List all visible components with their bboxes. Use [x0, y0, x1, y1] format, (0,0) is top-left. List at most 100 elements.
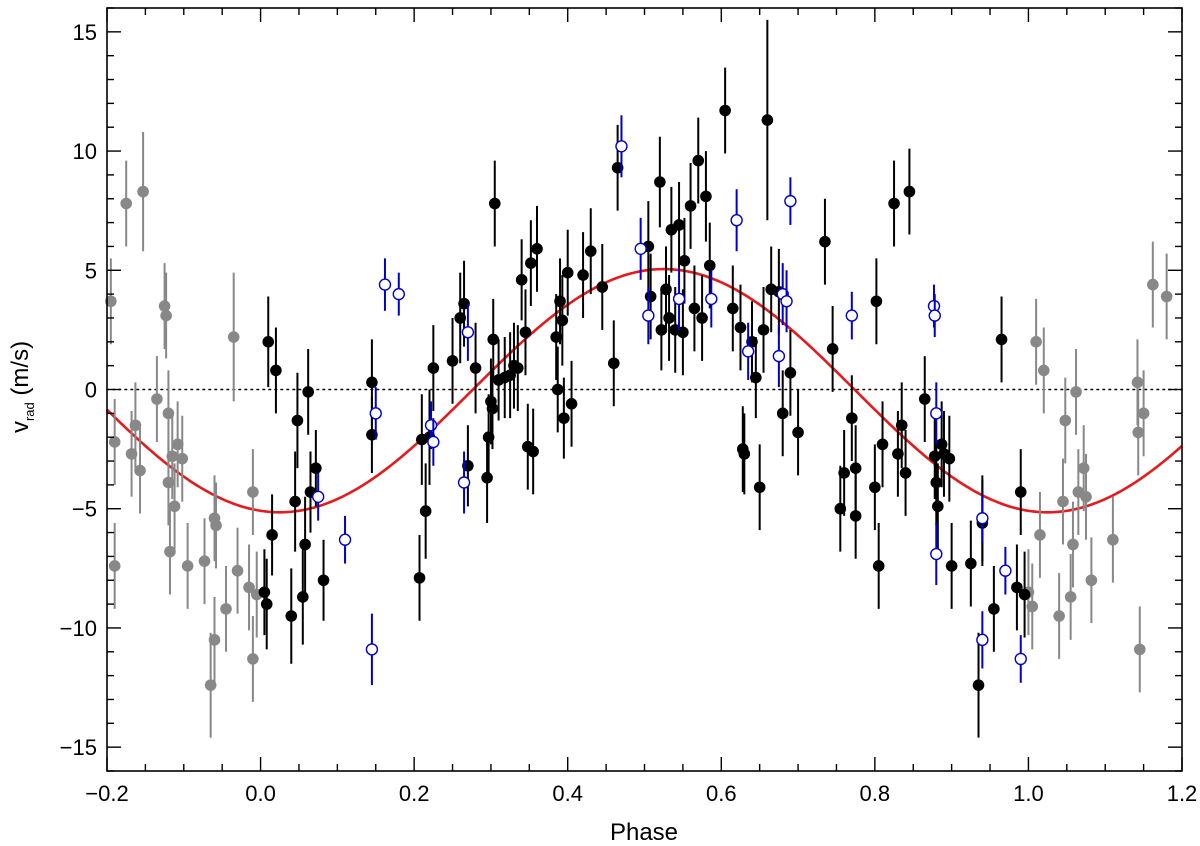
point-marker-open	[311, 490, 325, 503]
data-point	[168, 463, 181, 550]
point-marker-filled	[551, 383, 564, 396]
data-point	[780, 270, 793, 333]
data-point	[446, 317, 459, 404]
point-marker-filled	[819, 235, 831, 248]
point-marker-filled	[168, 500, 181, 513]
point-marker-filled	[413, 572, 426, 584]
data-point	[291, 372, 304, 469]
point-marker-filled	[757, 324, 770, 336]
x-tick-label: 0.4	[552, 781, 583, 806]
data-point	[696, 275, 708, 361]
point-marker-filled	[849, 462, 862, 474]
point-marker-filled	[696, 312, 708, 324]
data-point	[565, 360, 578, 447]
point-marker-open	[369, 407, 382, 420]
point-marker-filled	[918, 393, 931, 405]
point-marker-filled	[655, 324, 668, 336]
point-marker-filled	[965, 557, 977, 570]
point-marker-filled	[784, 367, 797, 379]
data-point	[561, 229, 574, 316]
data-point	[181, 523, 194, 609]
x-tick-label: 0.0	[245, 781, 276, 806]
x-tick-label: 0.6	[706, 781, 737, 806]
data-point	[1030, 298, 1042, 385]
data-point	[972, 632, 985, 738]
point-marker-filled	[1132, 426, 1145, 439]
data-point	[727, 265, 739, 352]
data-point	[551, 346, 564, 433]
point-marker-filled	[876, 438, 889, 451]
data-point	[1018, 551, 1031, 638]
point-marker-filled	[151, 393, 163, 405]
data-point	[525, 220, 537, 307]
data-point	[838, 430, 850, 516]
y-tick-label: 10	[73, 139, 97, 164]
x-tick-label: 1.0	[1013, 781, 1044, 806]
point-marker-filled	[210, 519, 222, 532]
point-marker-filled	[166, 450, 179, 463]
data-point	[1014, 635, 1027, 683]
point-marker-filled	[262, 336, 275, 348]
data-point	[663, 275, 675, 361]
point-marker-filled	[310, 462, 322, 474]
point-marker-filled	[427, 362, 440, 374]
point-marker-filled	[164, 545, 176, 558]
point-marker-open	[930, 547, 943, 561]
data-point	[776, 370, 789, 457]
point-marker-filled	[181, 560, 194, 572]
point-marker-filled	[270, 364, 282, 377]
point-marker-filled	[515, 274, 528, 286]
data-point	[166, 413, 179, 500]
data-point	[531, 205, 543, 292]
data-point	[108, 399, 121, 485]
data-point	[705, 270, 718, 328]
point-marker-filled	[486, 402, 499, 415]
data-point	[151, 356, 163, 442]
data-point	[792, 389, 804, 476]
point-marker-open	[784, 194, 797, 208]
point-marker-filled	[258, 586, 271, 598]
y-tick-label: −5	[72, 497, 97, 522]
point-marker-filled	[1034, 529, 1046, 541]
point-marker-filled	[134, 464, 146, 477]
point-marker-filled	[291, 414, 304, 427]
data-point	[719, 67, 731, 154]
point-marker-open	[424, 419, 438, 432]
data-point	[220, 565, 232, 652]
point-marker-filled	[750, 371, 762, 384]
data-point	[558, 377, 570, 459]
point-marker-filled	[129, 419, 142, 432]
data-point	[930, 523, 943, 586]
data-point	[208, 596, 221, 683]
data-point	[527, 408, 539, 495]
data-point	[137, 131, 149, 252]
point-marker-filled	[1107, 533, 1119, 546]
point-marker-filled	[1057, 495, 1069, 508]
point-marker-filled	[561, 266, 574, 279]
point-marker-filled	[654, 176, 666, 188]
data-point	[556, 275, 569, 366]
point-marker-filled	[105, 295, 117, 308]
data-point	[1067, 501, 1079, 588]
point-marker-filled	[266, 529, 278, 541]
data-point	[1057, 458, 1069, 545]
point-marker-filled	[260, 598, 273, 610]
data-point	[826, 306, 839, 392]
data-point	[1080, 453, 1092, 540]
point-marker-filled	[1131, 376, 1144, 389]
data-point	[171, 401, 184, 488]
point-marker-filled	[227, 331, 240, 343]
point-marker-filled	[584, 245, 597, 258]
data-point	[584, 208, 597, 295]
point-marker-open	[1014, 652, 1027, 666]
point-marker-filled	[703, 259, 716, 272]
data-point	[243, 544, 255, 631]
point-marker-filled	[160, 309, 172, 322]
data-point	[1160, 253, 1173, 340]
y-axis-title: vrad (m/s)	[7, 341, 37, 433]
data-point	[757, 286, 770, 373]
data-point	[965, 520, 977, 607]
point-marker-filled	[945, 560, 958, 572]
data-point	[311, 472, 325, 521]
